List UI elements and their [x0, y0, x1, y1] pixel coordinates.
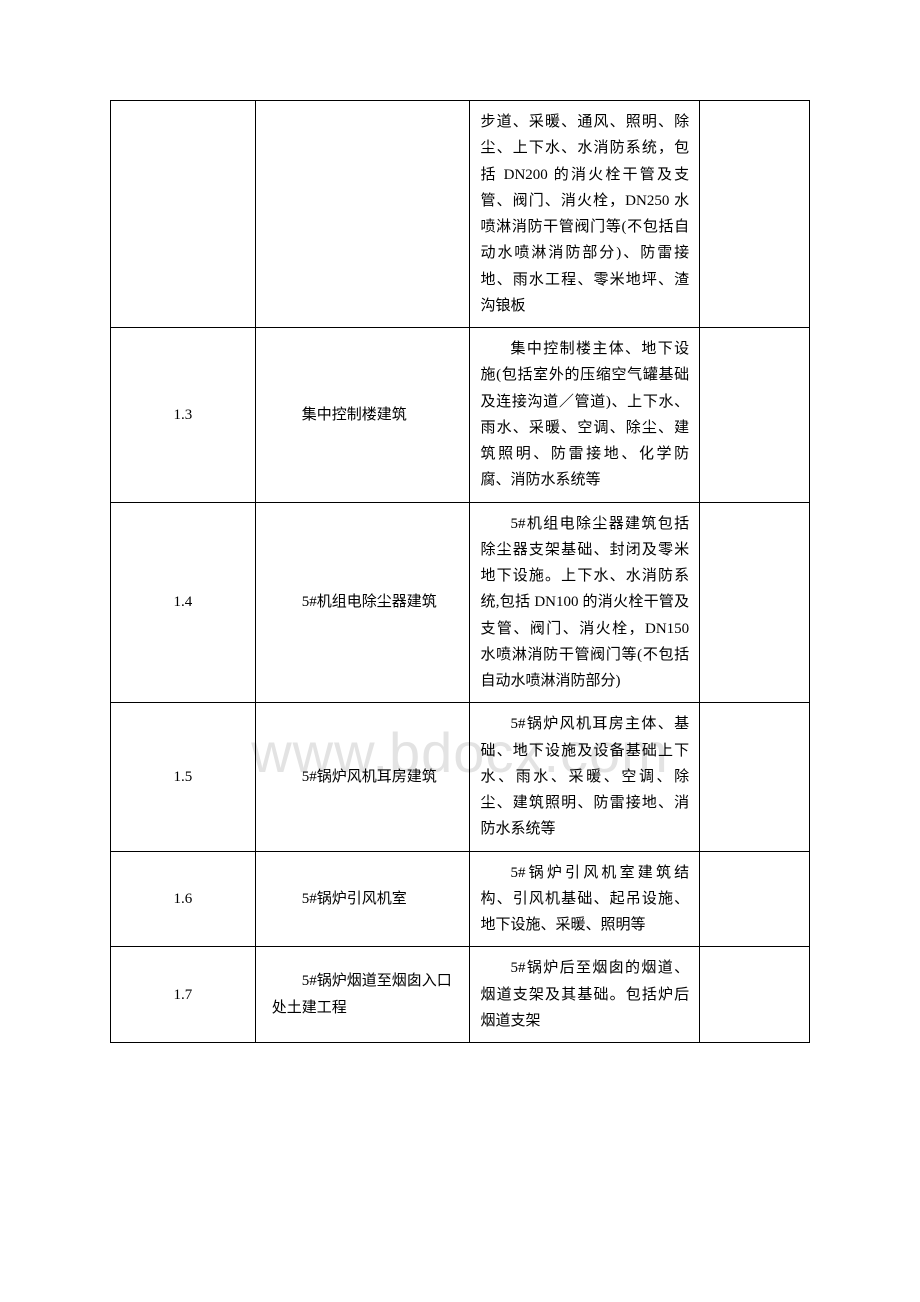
cell-desc: 步道、采暖、通风、照明、除尘、上下水、水消防系统，包括 DN200 的消火栓干管…: [470, 101, 700, 328]
cell-title: 集中控制楼建筑: [255, 328, 470, 503]
content-table: 步道、采暖、通风、照明、除尘、上下水、水消防系统，包括 DN200 的消火栓干管…: [110, 100, 810, 1043]
cell-number: [111, 101, 256, 328]
cell-desc: 5#锅炉引风机室建筑结构、引风机基础、起吊设施、地下设施、采暖、照明等: [470, 851, 700, 947]
cell-number: 1.6: [111, 851, 256, 947]
cell-title: 5#锅炉烟道至烟囱入口处土建工程: [255, 947, 470, 1043]
cell-number: 1.4: [111, 502, 256, 703]
cell-title: 5#锅炉风机耳房建筑: [255, 703, 470, 851]
cell-number: 1.7: [111, 947, 256, 1043]
table-row: 1.4 5#机组电除尘器建筑 5#机组电除尘器建筑包括除尘器支架基础、封闭及零米…: [111, 502, 810, 703]
cell-title: 5#机组电除尘器建筑: [255, 502, 470, 703]
cell-number: 1.5: [111, 703, 256, 851]
table-row: 步道、采暖、通风、照明、除尘、上下水、水消防系统，包括 DN200 的消火栓干管…: [111, 101, 810, 328]
table-row: 1.5 5#锅炉风机耳房建筑 5#锅炉风机耳房主体、基础、地下设施及设备基础上下…: [111, 703, 810, 851]
table-row: 1.3 集中控制楼建筑 集中控制楼主体、地下设施(包括室外的压缩空气罐基础及连接…: [111, 328, 810, 503]
cell-desc: 5#机组电除尘器建筑包括除尘器支架基础、封闭及零米地下设施。上下水、水消防系统,…: [470, 502, 700, 703]
cell-extra: [700, 703, 810, 851]
cell-desc: 集中控制楼主体、地下设施(包括室外的压缩空气罐基础及连接沟道／管道)、上下水、雨…: [470, 328, 700, 503]
table-row: 1.6 5#锅炉引风机室 5#锅炉引风机室建筑结构、引风机基础、起吊设施、地下设…: [111, 851, 810, 947]
cell-extra: [700, 851, 810, 947]
table-row: 1.7 5#锅炉烟道至烟囱入口处土建工程 5#锅炉后至烟囱的烟道、烟道支架及其基…: [111, 947, 810, 1043]
cell-extra: [700, 502, 810, 703]
cell-desc: 5#锅炉风机耳房主体、基础、地下设施及设备基础上下水、雨水、采暖、空调、除尘、建…: [470, 703, 700, 851]
cell-extra: [700, 101, 810, 328]
cell-desc: 5#锅炉后至烟囱的烟道、烟道支架及其基础。包括炉后烟道支架: [470, 947, 700, 1043]
cell-number: 1.3: [111, 328, 256, 503]
cell-extra: [700, 947, 810, 1043]
cell-title: 5#锅炉引风机室: [255, 851, 470, 947]
cell-title: [255, 101, 470, 328]
cell-extra: [700, 328, 810, 503]
